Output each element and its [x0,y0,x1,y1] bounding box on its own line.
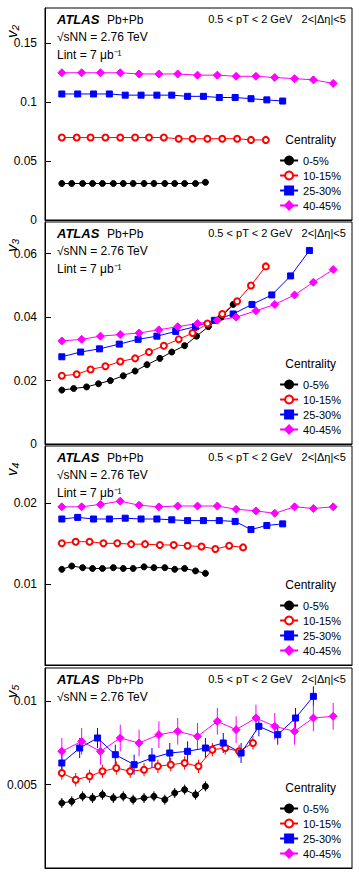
svg-text:√sNN = 2.76 TeV: √sNN = 2.76 TeV [57,30,148,44]
svg-text:√sNN = 2.76 TeV: √sNN = 2.76 TeV [57,690,148,704]
svg-text:Centrality: Centrality [285,357,336,371]
svg-text:v₅: v₅ [3,684,20,698]
svg-text:ATLAS: ATLAS [56,12,100,27]
svg-text:Centrality: Centrality [285,578,336,592]
svg-text:10-15%: 10-15% [303,394,341,406]
svg-text:0: 0 [30,437,37,451]
svg-text:0-5%: 0-5% [303,155,329,167]
svg-text:Lint = 7 μb⁻¹: Lint = 7 μb⁻¹ [57,486,122,500]
svg-text:40-45%: 40-45% [303,200,341,212]
svg-text:Pb+Pb: Pb+Pb [107,451,144,465]
svg-text:40-45%: 40-45% [303,424,341,436]
svg-text:0: 0 [30,213,37,227]
svg-text:0.02: 0.02 [14,496,38,510]
svg-text:0.5 < pT < 2 GeV 2<|Δη|<5: 0.5 < pT < 2 GeV 2<|Δη|<5 [208,13,346,25]
svg-text:v₂: v₂ [3,24,20,38]
svg-text:0.05: 0.05 [14,154,38,168]
svg-text:0.1: 0.1 [20,95,37,109]
svg-text:25-30%: 25-30% [303,409,341,421]
svg-text:Pb+Pb: Pb+Pb [107,673,144,687]
svg-text:0.01: 0.01 [14,577,38,591]
svg-text:0.5 < pT < 2 GeV 2<|Δη|<5: 0.5 < pT < 2 GeV 2<|Δη|<5 [208,227,346,239]
svg-text:40-45%: 40-45% [303,645,341,657]
svg-text:Centrality: Centrality [285,133,336,147]
svg-text:25-30%: 25-30% [303,185,341,197]
svg-text:0-5%: 0-5% [303,600,329,612]
svg-text:v₃: v₃ [3,238,20,252]
svg-text:ATLAS: ATLAS [56,450,100,465]
svg-text:40-45%: 40-45% [303,848,341,860]
svg-text:25-30%: 25-30% [303,630,341,642]
svg-text:√sNN = 2.76 TeV: √sNN = 2.76 TeV [57,244,148,258]
svg-text:Lint = 7 μb⁻¹: Lint = 7 μb⁻¹ [57,48,122,62]
svg-text:Lint = 7 μb⁻¹: Lint = 7 μb⁻¹ [57,262,122,276]
svg-text:0-5%: 0-5% [303,379,329,391]
svg-text:0-5%: 0-5% [303,803,329,815]
svg-text:Pb+Pb: Pb+Pb [107,227,144,241]
svg-text:10-15%: 10-15% [303,818,341,830]
svg-text:0.01: 0.01 [14,694,38,708]
svg-text:0.04: 0.04 [14,310,38,324]
svg-text:0.005: 0.005 [7,778,37,792]
svg-text:10-15%: 10-15% [303,170,341,182]
svg-text:ATLAS: ATLAS [56,226,100,241]
svg-text:0.15: 0.15 [14,36,38,50]
svg-text:√sNN = 2.76 TeV: √sNN = 2.76 TeV [57,468,148,482]
svg-text:0.5 < pT < 2 GeV 2<|Δη|<5: 0.5 < pT < 2 GeV 2<|Δη|<5 [208,673,346,685]
svg-text:v₄: v₄ [3,462,20,476]
svg-text:Pb+Pb: Pb+Pb [107,13,144,27]
svg-text:10-15%: 10-15% [303,615,341,627]
svg-text:0.06: 0.06 [14,247,38,261]
svg-text:ATLAS: ATLAS [56,672,100,687]
svg-text:25-30%: 25-30% [303,833,341,845]
svg-text:0.5 < pT < 2 GeV 2<|Δη|<5: 0.5 < pT < 2 GeV 2<|Δη|<5 [208,451,346,463]
svg-text:Centrality: Centrality [285,781,336,795]
svg-text:0.02: 0.02 [14,374,38,388]
